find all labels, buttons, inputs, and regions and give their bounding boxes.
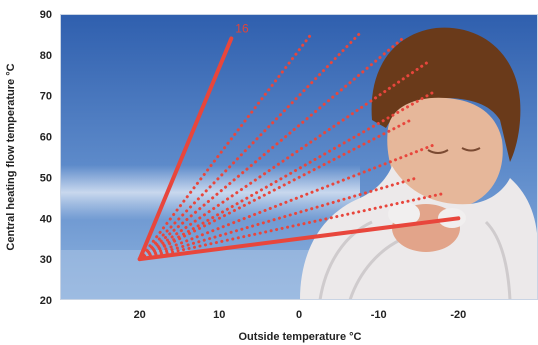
x-tick-label: 0 — [296, 309, 302, 321]
heating-curve-line-6 — [138, 90, 436, 261]
curve-annotation: 16 — [235, 22, 249, 36]
heating-curve-line-3 — [138, 32, 361, 261]
x-tick-label: -10 — [371, 309, 387, 321]
heating-curve-line-9 — [138, 175, 420, 261]
heating-curve-line-7 — [138, 118, 412, 261]
heating-curve-line-1 — [137, 36, 234, 262]
heating-curve-line-8 — [138, 143, 436, 261]
y-tick-label: 20 — [40, 295, 52, 307]
y-axis-ticks: 20 30 40 50 60 70 80 90 — [40, 9, 52, 307]
background-photo — [60, 14, 538, 300]
x-tick-label: -20 — [450, 309, 466, 321]
y-tick-label: 30 — [40, 254, 52, 266]
heating-curve-line-4 — [138, 37, 405, 261]
y-tick-label: 60 — [40, 132, 52, 144]
y-tick-label: 50 — [40, 172, 52, 184]
y-tick-label: 80 — [40, 50, 52, 62]
y-tick-label: 70 — [40, 91, 52, 103]
heating-curve-line-5 — [138, 61, 428, 261]
heating-curve-line-10 — [138, 192, 444, 261]
x-tick-label: 20 — [134, 309, 146, 321]
heating-curve-line-11 — [137, 216, 461, 262]
y-tick-label: 90 — [40, 9, 52, 21]
heating-curves — [137, 32, 461, 262]
child-hair — [371, 27, 521, 163]
x-tick-label: 10 — [213, 309, 225, 321]
child-face — [387, 97, 503, 209]
y-axis-title: Central heating flow temperature °C — [5, 63, 17, 250]
x-axis-ticks: 20 10 0 -10 -20 — [134, 309, 467, 321]
heating-curve-line-2 — [138, 32, 313, 261]
y-tick-label: 40 — [40, 213, 52, 225]
x-axis-title: Outside temperature °C — [239, 331, 362, 343]
